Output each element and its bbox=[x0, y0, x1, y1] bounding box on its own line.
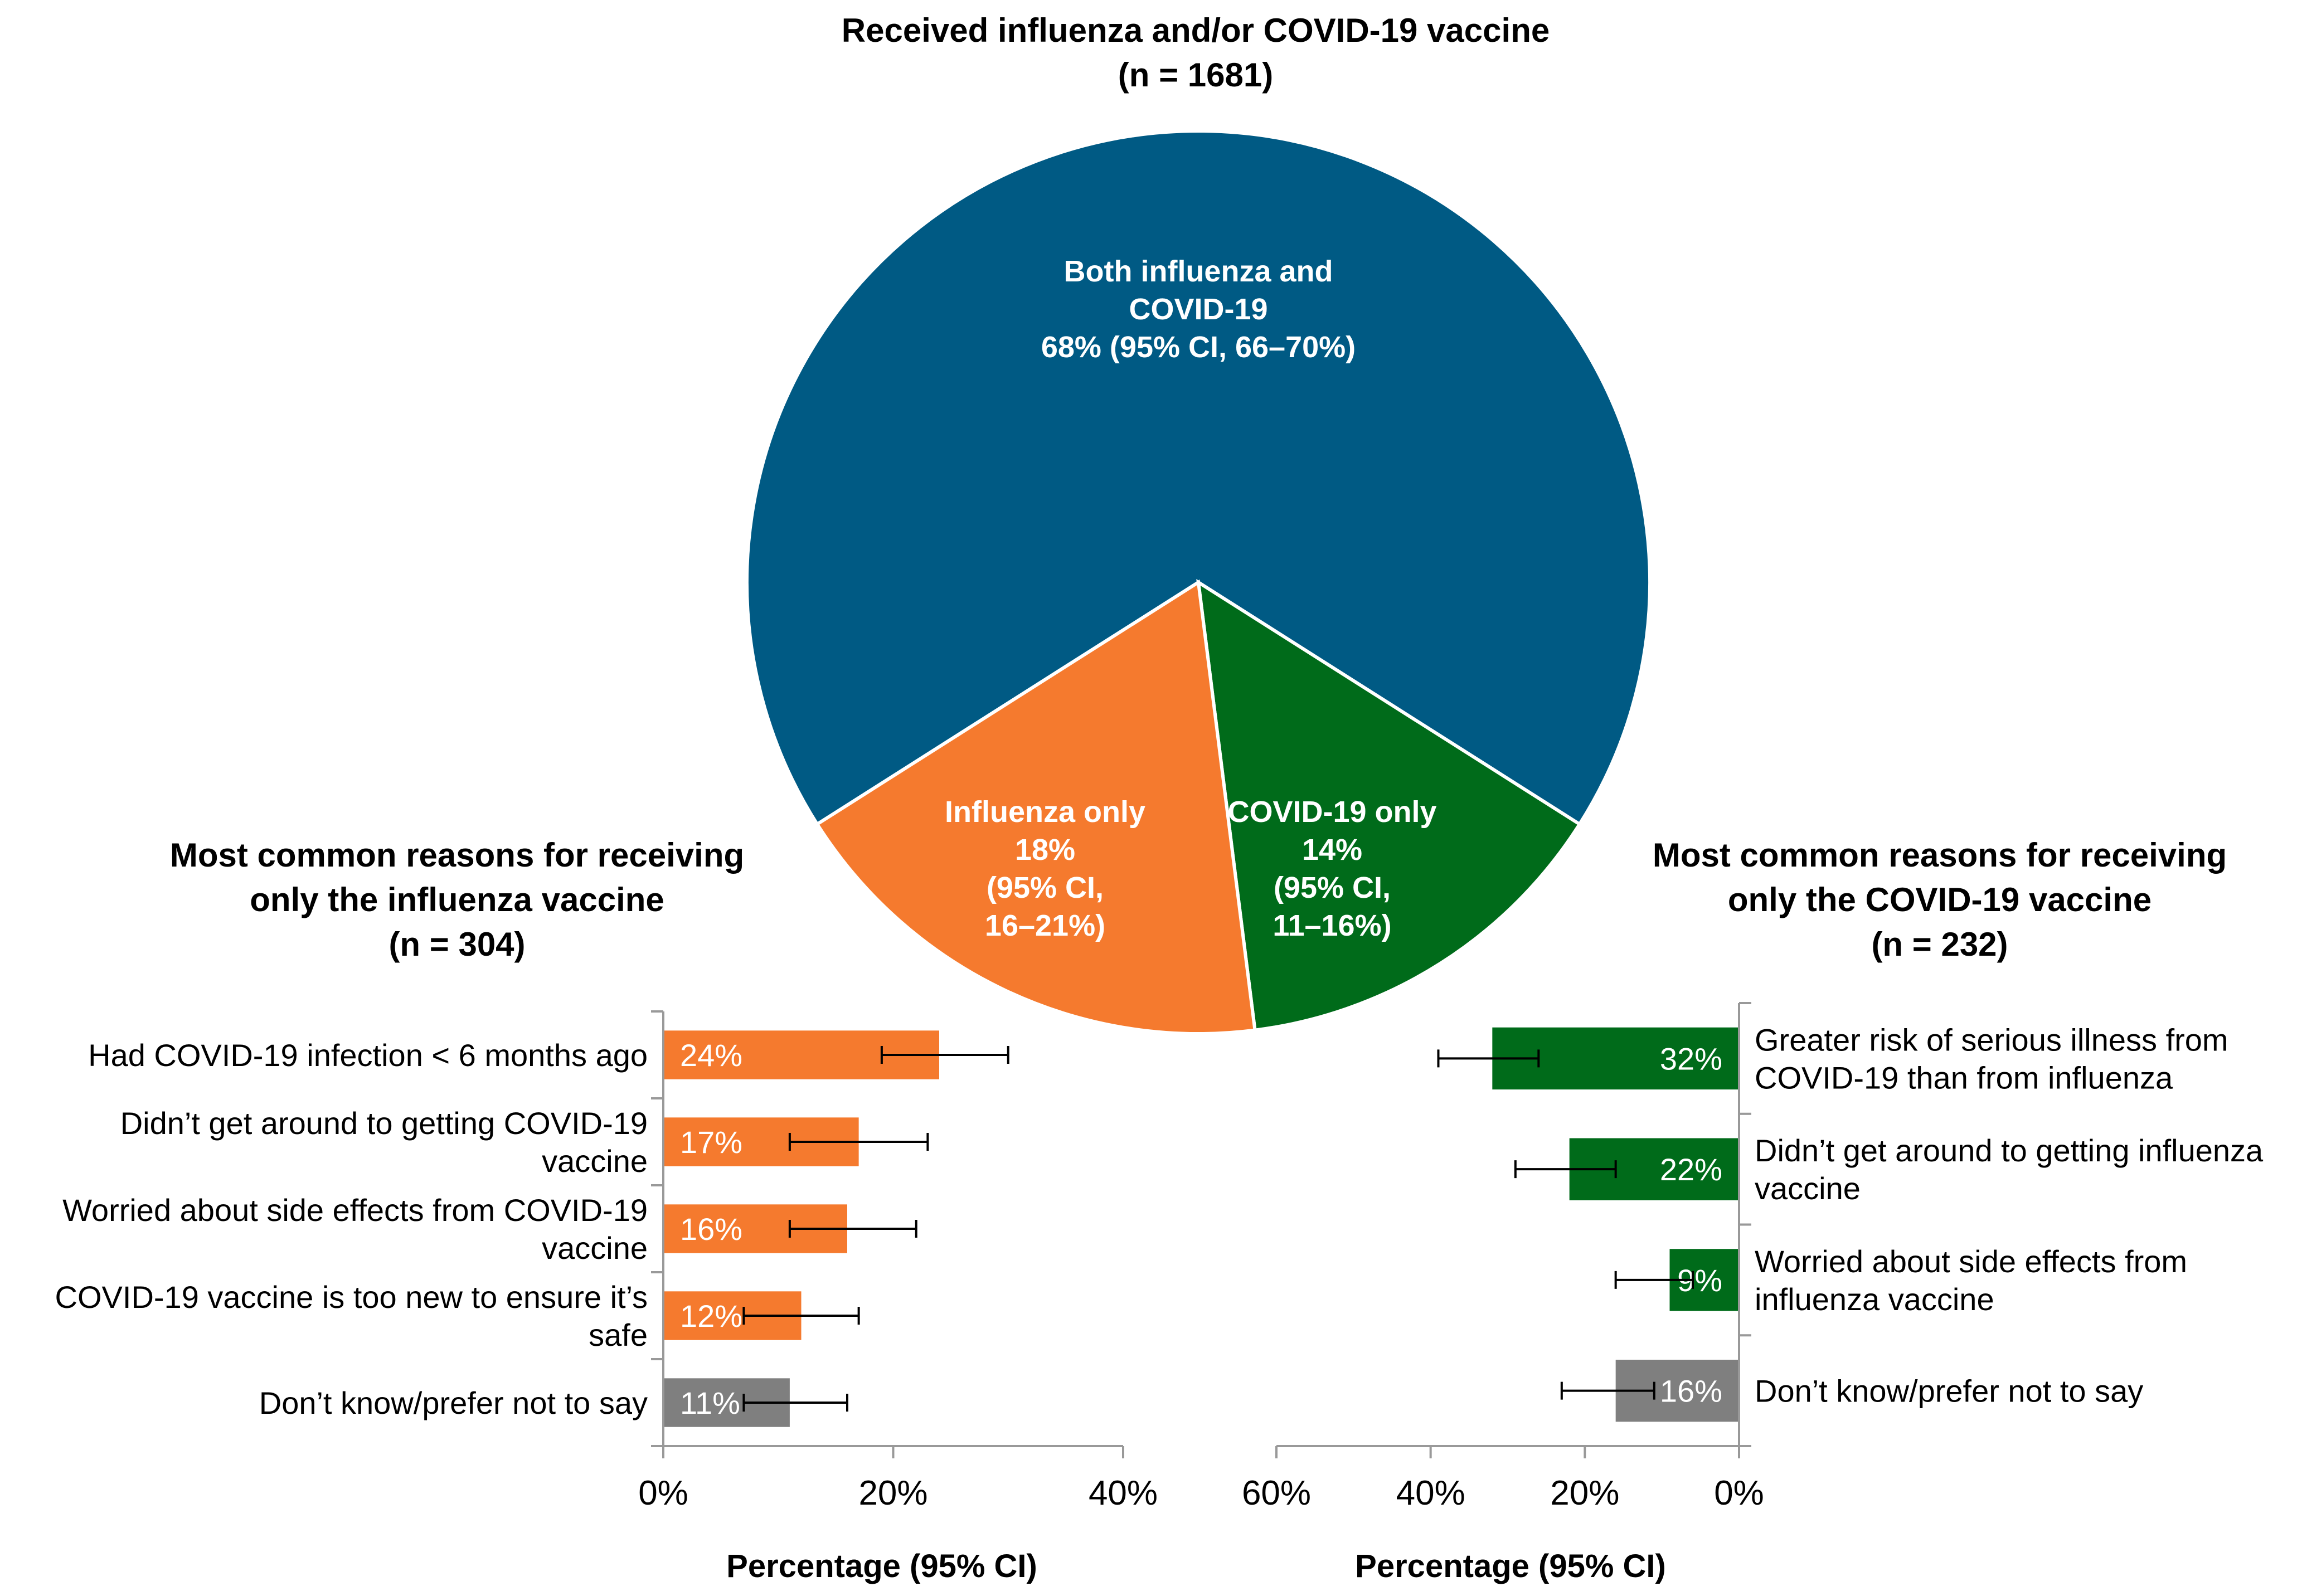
bar-value-label: 24% bbox=[680, 1038, 742, 1073]
pie-slice bbox=[814, 579, 1257, 1035]
chart-title-line: (n = 304) bbox=[388, 926, 525, 963]
bar-value-label: 16% bbox=[1660, 1374, 1722, 1409]
category-label: Don’t know/prefer not to say bbox=[1755, 1374, 2143, 1409]
category-label: Worried about side effects from bbox=[1755, 1244, 2187, 1279]
pie-slice-label: 11–16%) bbox=[1273, 909, 1391, 942]
right-axis: 0% 20% 40% 60% Greater risk of serious illne… bbox=[1242, 1002, 2264, 1512]
x-tick-label: 20% bbox=[858, 1474, 927, 1512]
x-tick-label: 40% bbox=[1089, 1474, 1158, 1512]
pie-slice-label: 68% (95% CI, 66–70%) bbox=[1041, 330, 1356, 364]
category-label: COVID-19 vaccine is too new to ensure it… bbox=[55, 1279, 648, 1315]
x-tick-label: 0% bbox=[638, 1474, 688, 1512]
pie-slice-label: (95% CI, bbox=[987, 871, 1104, 904]
bar-value-label: 16% bbox=[680, 1211, 742, 1247]
category-label: vaccine bbox=[542, 1230, 648, 1266]
pie-slice-label: 14% bbox=[1302, 833, 1362, 867]
pie-slice-label: Both influenza and bbox=[1064, 255, 1333, 288]
left-bars: 24% 17% 16% 12% 11% bbox=[663, 1030, 1009, 1427]
pie-slice-label: (95% CI, bbox=[1274, 871, 1391, 904]
pie-slice bbox=[745, 129, 1652, 827]
pie-slice-label: COVID-19 only bbox=[1227, 795, 1436, 829]
bar-value-label: 22% bbox=[1660, 1152, 1722, 1187]
chart-title-line: only the COVID-19 vaccine bbox=[1728, 881, 2152, 918]
chart-title-line: (n = 232) bbox=[1871, 926, 2008, 963]
covid-only-reasons-chart: Most common reasons for receiving only th… bbox=[1242, 836, 2264, 1584]
x-tick-label: 20% bbox=[1550, 1474, 1619, 1512]
category-label: Greater risk of serious illness from bbox=[1755, 1022, 2228, 1057]
category-label: Don’t know/prefer not to say bbox=[259, 1385, 648, 1420]
pie-chart: Received influenza and/or COVID-19 vacci… bbox=[745, 12, 1652, 1035]
right-chart-title: Most common reasons for receiving only th… bbox=[1653, 836, 2227, 963]
pie-slices bbox=[745, 129, 1652, 1035]
category-label: vaccine bbox=[1755, 1171, 1861, 1206]
bar-value-label: 12% bbox=[680, 1298, 742, 1334]
category-label: influenza vaccine bbox=[1755, 1282, 1994, 1317]
left-chart-title: Most common reasons for receiving only th… bbox=[170, 836, 744, 963]
pie-slice-label: 16–21%) bbox=[985, 909, 1105, 942]
category-label: Worried about side effects from COVID-19 bbox=[62, 1193, 648, 1228]
category-label: safe bbox=[589, 1317, 648, 1352]
pie-slice bbox=[1196, 579, 1582, 1032]
pie-labels: Both influenza and COVID-19 68% (95% CI, 6… bbox=[945, 255, 1437, 942]
left-x-axis-label: Percentage (95% CI) bbox=[726, 1548, 1037, 1584]
category-label: vaccine bbox=[542, 1144, 648, 1179]
influenza-only-reasons-chart: Most common reasons for receiving only th… bbox=[55, 836, 1158, 1584]
pie-slice-label: COVID-19 bbox=[1129, 293, 1267, 326]
category-label: Had COVID-19 infection < 6 months ago bbox=[88, 1038, 648, 1073]
bar-value-label: 32% bbox=[1660, 1041, 1722, 1076]
pie-slice-label: 18% bbox=[1015, 833, 1075, 867]
x-tick-label: 40% bbox=[1396, 1474, 1465, 1512]
category-label: Didn’t get around to getting COVID-19 bbox=[120, 1106, 648, 1141]
left-axis: 0% 20% 40% Had COVID-19 infection < 6 month… bbox=[55, 1010, 1158, 1512]
pie-slice-label: Influenza only bbox=[945, 795, 1145, 829]
chart-title-line: only the influenza vaccine bbox=[250, 881, 664, 918]
x-tick-label: 0% bbox=[1714, 1474, 1764, 1512]
bar-value-label: 11% bbox=[680, 1385, 740, 1420]
x-tick-label: 60% bbox=[1242, 1474, 1311, 1512]
right-bars: 32%22%9%16% bbox=[1437, 1027, 1739, 1422]
category-label: Didn’t get around to getting influenza bbox=[1755, 1133, 2264, 1168]
chart-title-line: Most common reasons for receiving bbox=[1653, 836, 2227, 874]
pie-title: Received influenza and/or COVID-19 vacci… bbox=[842, 12, 1550, 49]
bar-value-label: 17% bbox=[680, 1125, 742, 1160]
right-x-axis-label: Percentage (95% CI) bbox=[1355, 1548, 1666, 1584]
chart-title-line: Most common reasons for receiving bbox=[170, 836, 744, 874]
category-label: COVID-19 than from influenza bbox=[1755, 1060, 2173, 1095]
pie-subtitle: (n = 1681) bbox=[1118, 56, 1273, 94]
